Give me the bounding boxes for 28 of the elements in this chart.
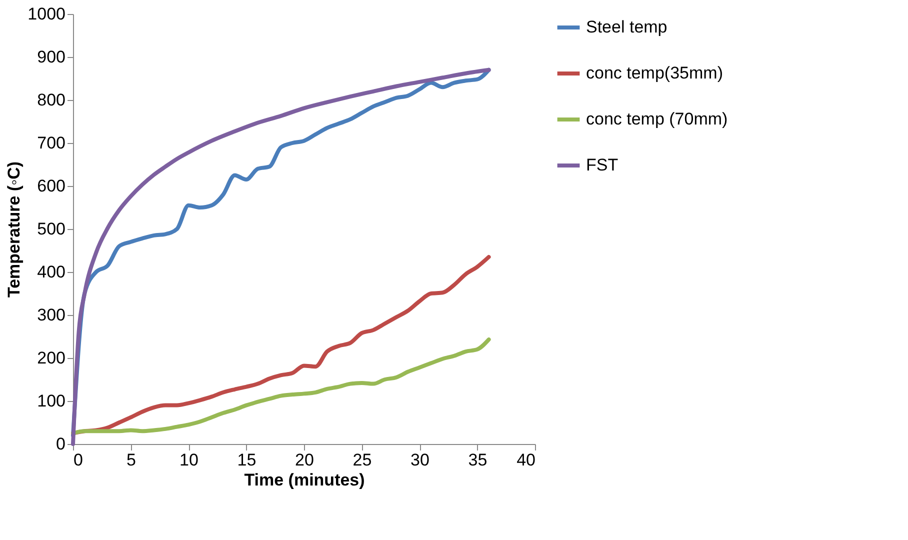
legend-label: FST [586, 156, 618, 174]
line-series [71, 254, 491, 436]
x-tick-label: 30 [410, 450, 430, 470]
y-tick-label: 700 [37, 134, 66, 152]
line-series [71, 338, 491, 436]
x-tick-label: 10 [180, 450, 198, 470]
x-axis-title: Time (minutes) [244, 470, 365, 490]
x-tick-label: 35 [468, 450, 488, 470]
y-tick-label: 600 [37, 176, 66, 196]
y-tick-label: 800 [37, 90, 66, 110]
y-tick-label: 1000 [28, 4, 66, 24]
legend-label: Steel temp [586, 18, 668, 36]
y-tick-label: 100 [37, 392, 66, 410]
y-axis-title: Temperature (◦C) [4, 161, 24, 298]
y-tick-label: 200 [37, 348, 66, 368]
x-tick-label: 5 [126, 450, 136, 470]
y-tick-label: 300 [37, 306, 66, 324]
x-tick-label: 25 [352, 450, 372, 470]
x-tick-label: 15 [237, 450, 256, 470]
legend-label: conc temp (70mm) [586, 110, 728, 128]
x-tick-label: 40 [516, 450, 536, 470]
y-tick-label: 500 [37, 220, 66, 238]
x-tick-label: 20 [295, 450, 314, 470]
y-tick-label: 900 [37, 48, 66, 66]
legend-label: conc temp(35mm) [586, 64, 723, 82]
x-tick-label: 0 [74, 450, 83, 470]
y-tick-label: 0 [56, 434, 66, 454]
y-tick-label: 400 [37, 262, 66, 282]
